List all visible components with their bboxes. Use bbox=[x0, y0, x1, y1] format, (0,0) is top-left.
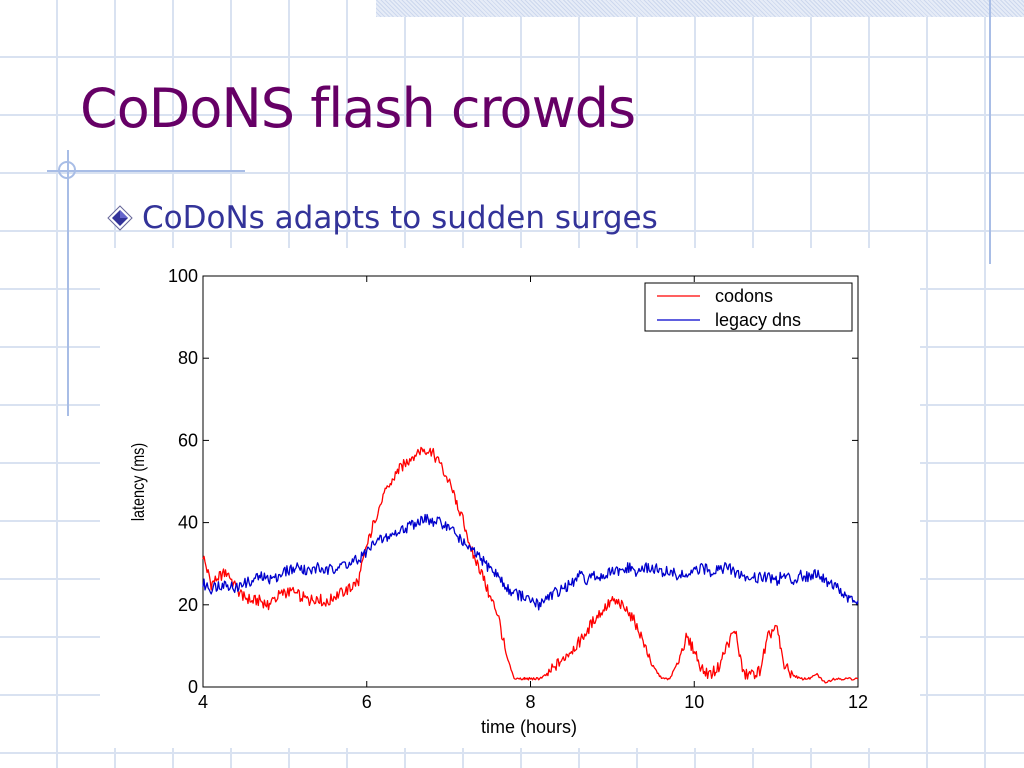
title-underline bbox=[47, 170, 245, 172]
diamond-bullet-icon bbox=[107, 205, 133, 231]
y-tick-label: 60 bbox=[178, 430, 198, 450]
chart-container: 4 6 8 10 12 0 20 40 60 80 100 codons legacy dns tim… bbox=[100, 248, 920, 748]
y-tick-label: 20 bbox=[178, 595, 198, 615]
x-tick-label: 8 bbox=[525, 692, 535, 712]
series-line-codons bbox=[202, 446, 859, 684]
x-tick-label: 4 bbox=[198, 692, 208, 712]
legend-box bbox=[644, 282, 853, 332]
slide-title: CoDoNS flash crowds bbox=[80, 77, 636, 140]
bullet-item: CoDoNs adapts to sudden surges bbox=[106, 198, 658, 238]
x-tick-label: 6 bbox=[362, 692, 372, 712]
x-axis-label: time (hours) bbox=[481, 717, 577, 737]
legend-label: codons bbox=[715, 286, 773, 306]
plot-frame bbox=[202, 275, 859, 688]
y-tick-label: 0 bbox=[188, 677, 198, 697]
right-decorative-line bbox=[989, 0, 991, 264]
bullet-text: CoDoNs adapts to sudden surges bbox=[142, 200, 658, 236]
y-axis-label: latency (ms) bbox=[129, 443, 149, 521]
series-line-legacy-dns bbox=[202, 513, 859, 611]
y-tick-label: 40 bbox=[178, 513, 198, 533]
left-decorative-line bbox=[67, 150, 69, 416]
y-tick-label: 80 bbox=[178, 348, 198, 368]
legend-label: legacy dns bbox=[715, 310, 801, 330]
decorative-ring bbox=[58, 161, 76, 179]
x-tick-label: 12 bbox=[848, 692, 868, 712]
y-tick-label: 100 bbox=[168, 266, 198, 286]
latency-line-chart: 4 6 8 10 12 0 20 40 60 80 100 codons legacy dns tim… bbox=[129, 266, 868, 737]
top-decorative-band bbox=[376, 0, 1024, 17]
x-tick-label: 10 bbox=[684, 692, 704, 712]
